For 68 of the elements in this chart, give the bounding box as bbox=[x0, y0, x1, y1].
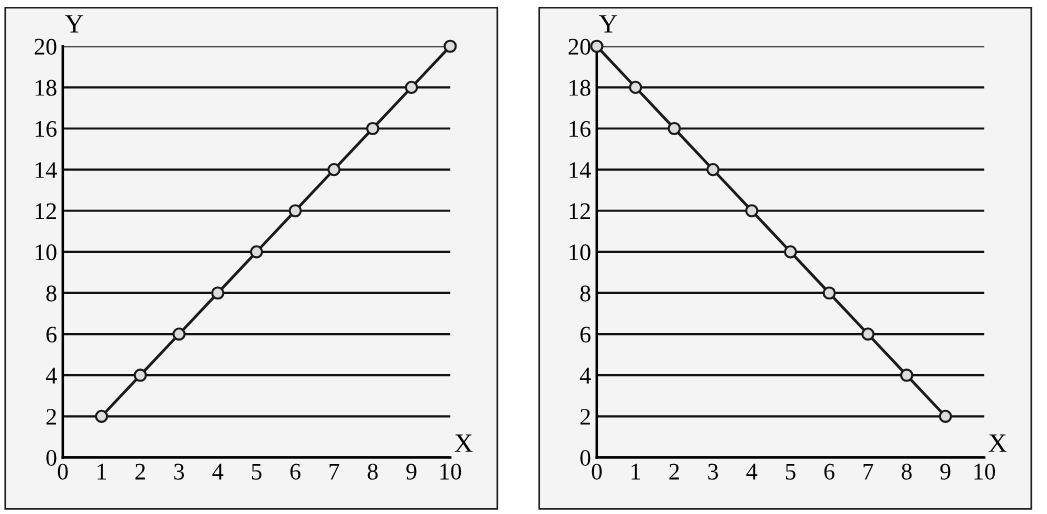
point bbox=[667, 121, 681, 136]
y-tick-label: 16 bbox=[35, 121, 57, 137]
y-tick-label: 20 bbox=[34, 38, 57, 55]
y-axis-title: Y bbox=[65, 15, 84, 33]
point bbox=[327, 163, 341, 177]
x-tick-label: 4 bbox=[746, 463, 758, 480]
x-tick-label: 4 bbox=[212, 463, 224, 480]
y-tick-label: 14 bbox=[569, 162, 591, 178]
point bbox=[900, 368, 914, 382]
y-tick-label: 4 bbox=[45, 367, 57, 384]
x-tick-label: 8 bbox=[901, 463, 912, 480]
point bbox=[783, 245, 798, 259]
point bbox=[404, 80, 419, 94]
point bbox=[628, 80, 643, 94]
y-tick-label: 20 bbox=[568, 38, 591, 55]
x-tick-label: 6 bbox=[290, 463, 301, 480]
y-tick-label: 10 bbox=[35, 244, 57, 261]
point bbox=[172, 327, 186, 341]
x-tick-label: 9 bbox=[406, 463, 417, 480]
y-tick-label: 8 bbox=[580, 285, 591, 302]
y-tick-label: 8 bbox=[46, 285, 57, 302]
x-tick-label: 0 bbox=[57, 463, 68, 480]
x-tick-label: 3 bbox=[174, 463, 185, 480]
point bbox=[249, 245, 264, 259]
point bbox=[706, 163, 720, 177]
x-tick-label: 3 bbox=[708, 463, 718, 480]
x-tick-label: 1 bbox=[97, 463, 107, 480]
y-tick-label: 12 bbox=[569, 203, 590, 219]
point bbox=[211, 286, 225, 300]
point bbox=[822, 286, 836, 300]
x-tick-label: 2 bbox=[135, 463, 145, 480]
point bbox=[94, 409, 109, 423]
x-tick-label: 2 bbox=[669, 463, 679, 480]
x-tick-label: 1 bbox=[631, 463, 641, 480]
y-tick-label: 10 bbox=[569, 244, 591, 261]
y-tick-label: 14 bbox=[35, 162, 57, 178]
x-tick-label: 10 bbox=[974, 463, 996, 480]
y-tick-label: 12 bbox=[35, 203, 56, 219]
y-tick-label: 16 bbox=[569, 121, 591, 137]
y-tick-label: 4 bbox=[579, 367, 591, 384]
y-tick-label: 0 bbox=[580, 449, 591, 466]
y-tick-label: 6 bbox=[46, 326, 57, 343]
x-tick-label: 8 bbox=[367, 463, 378, 480]
x-tick-label: 9 bbox=[940, 463, 951, 480]
x-tick-label: 6 bbox=[824, 463, 835, 480]
point bbox=[590, 39, 604, 53]
y-tick-label: 18 bbox=[569, 79, 591, 96]
point bbox=[745, 204, 759, 218]
x-tick-label: 5 bbox=[785, 463, 796, 480]
y-axis-title: Y bbox=[599, 15, 618, 33]
x-tick-label: 0 bbox=[591, 463, 602, 480]
y-tick-label: 6 bbox=[580, 326, 591, 343]
y-tick-label: 2 bbox=[580, 408, 590, 425]
point bbox=[288, 204, 302, 218]
x-axis-title: X bbox=[988, 434, 1007, 452]
y-tick-label: 2 bbox=[46, 408, 56, 425]
point bbox=[938, 409, 953, 423]
y-tick-label: 18 bbox=[35, 79, 57, 96]
x-tick-label: 10 bbox=[440, 463, 462, 480]
y-tick-label: 0 bbox=[46, 449, 57, 466]
x-tick-label: 7 bbox=[863, 463, 874, 480]
point bbox=[861, 327, 875, 341]
x-axis-title: X bbox=[454, 434, 473, 452]
x-tick-label: 7 bbox=[329, 463, 340, 480]
point bbox=[443, 39, 457, 53]
point bbox=[133, 368, 147, 382]
point bbox=[366, 121, 380, 136]
x-tick-label: 5 bbox=[251, 463, 262, 480]
